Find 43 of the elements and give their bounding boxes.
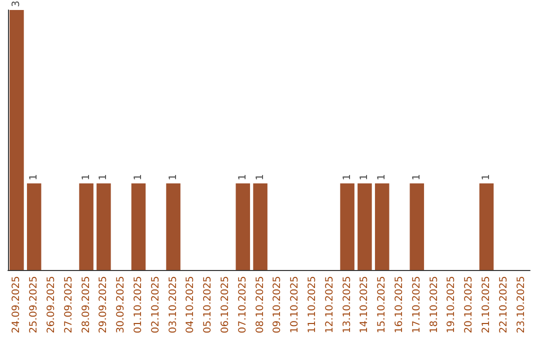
x-tick-label: 17.10.2025 xyxy=(411,276,422,334)
x-tick-label: 12.10.2025 xyxy=(324,276,336,334)
x-tick-label: 05.10.2025 xyxy=(202,276,214,334)
data-label: 1 xyxy=(98,174,110,180)
data-label: 1 xyxy=(254,174,266,180)
x-tick-label: 08.10.2025 xyxy=(254,276,266,334)
x-tick-label: 14.10.2025 xyxy=(359,276,370,334)
data-label: 1 xyxy=(411,174,422,180)
data-label: 1 xyxy=(376,174,388,180)
x-tick-label: 01.10.2025 xyxy=(133,276,144,334)
data-label: 3 xyxy=(11,0,22,7)
x-tick-label: 02.10.2025 xyxy=(150,276,162,334)
data-label: 1 xyxy=(133,174,144,180)
x-tick-label: 03.10.2025 xyxy=(168,276,179,334)
x-tick-label: 24.09.2025 xyxy=(11,276,22,334)
data-label: 1 xyxy=(481,174,492,180)
x-tick-label: 25.09.2025 xyxy=(28,276,40,334)
x-tick-label: 04.10.2025 xyxy=(185,276,196,334)
x-tick-label: 30.09.2025 xyxy=(116,276,127,334)
x-tick-label: 16.10.2025 xyxy=(394,276,405,334)
x-tick-label: 28.09.2025 xyxy=(80,276,92,334)
x-tick-label: 07.10.2025 xyxy=(237,276,248,334)
data-label: 1 xyxy=(237,174,248,180)
data-label: 1 xyxy=(342,174,353,180)
data-label: 1 xyxy=(80,174,92,180)
x-tick-label: 09.10.2025 xyxy=(272,276,284,334)
data-label: 1 xyxy=(168,174,179,180)
data-label: 1 xyxy=(28,174,40,180)
x-tick-label: 23.10.2025 xyxy=(516,276,527,334)
x-tick-label: 20.10.2025 xyxy=(464,276,475,334)
x-tick-label: 11.10.2025 xyxy=(307,276,318,334)
x-tick-label: 06.10.2025 xyxy=(220,276,231,334)
x-tick-label: 27.09.2025 xyxy=(63,276,74,334)
x-tick-label: 22.10.2025 xyxy=(498,276,510,334)
x-tick-label: 29.09.2025 xyxy=(98,276,110,334)
x-tick-label: 15.10.2025 xyxy=(376,276,388,334)
x-tick-label: 21.10.2025 xyxy=(481,276,492,334)
x-tick-label: 13.10.2025 xyxy=(342,276,353,334)
x-tick-label: 18.10.2025 xyxy=(428,276,440,334)
x-tick-label: 10.10.2025 xyxy=(290,276,301,334)
data-label: 1 xyxy=(359,174,370,180)
x-tick-label: 19.10.2025 xyxy=(446,276,458,334)
x-tick-label: 26.09.2025 xyxy=(46,276,57,334)
